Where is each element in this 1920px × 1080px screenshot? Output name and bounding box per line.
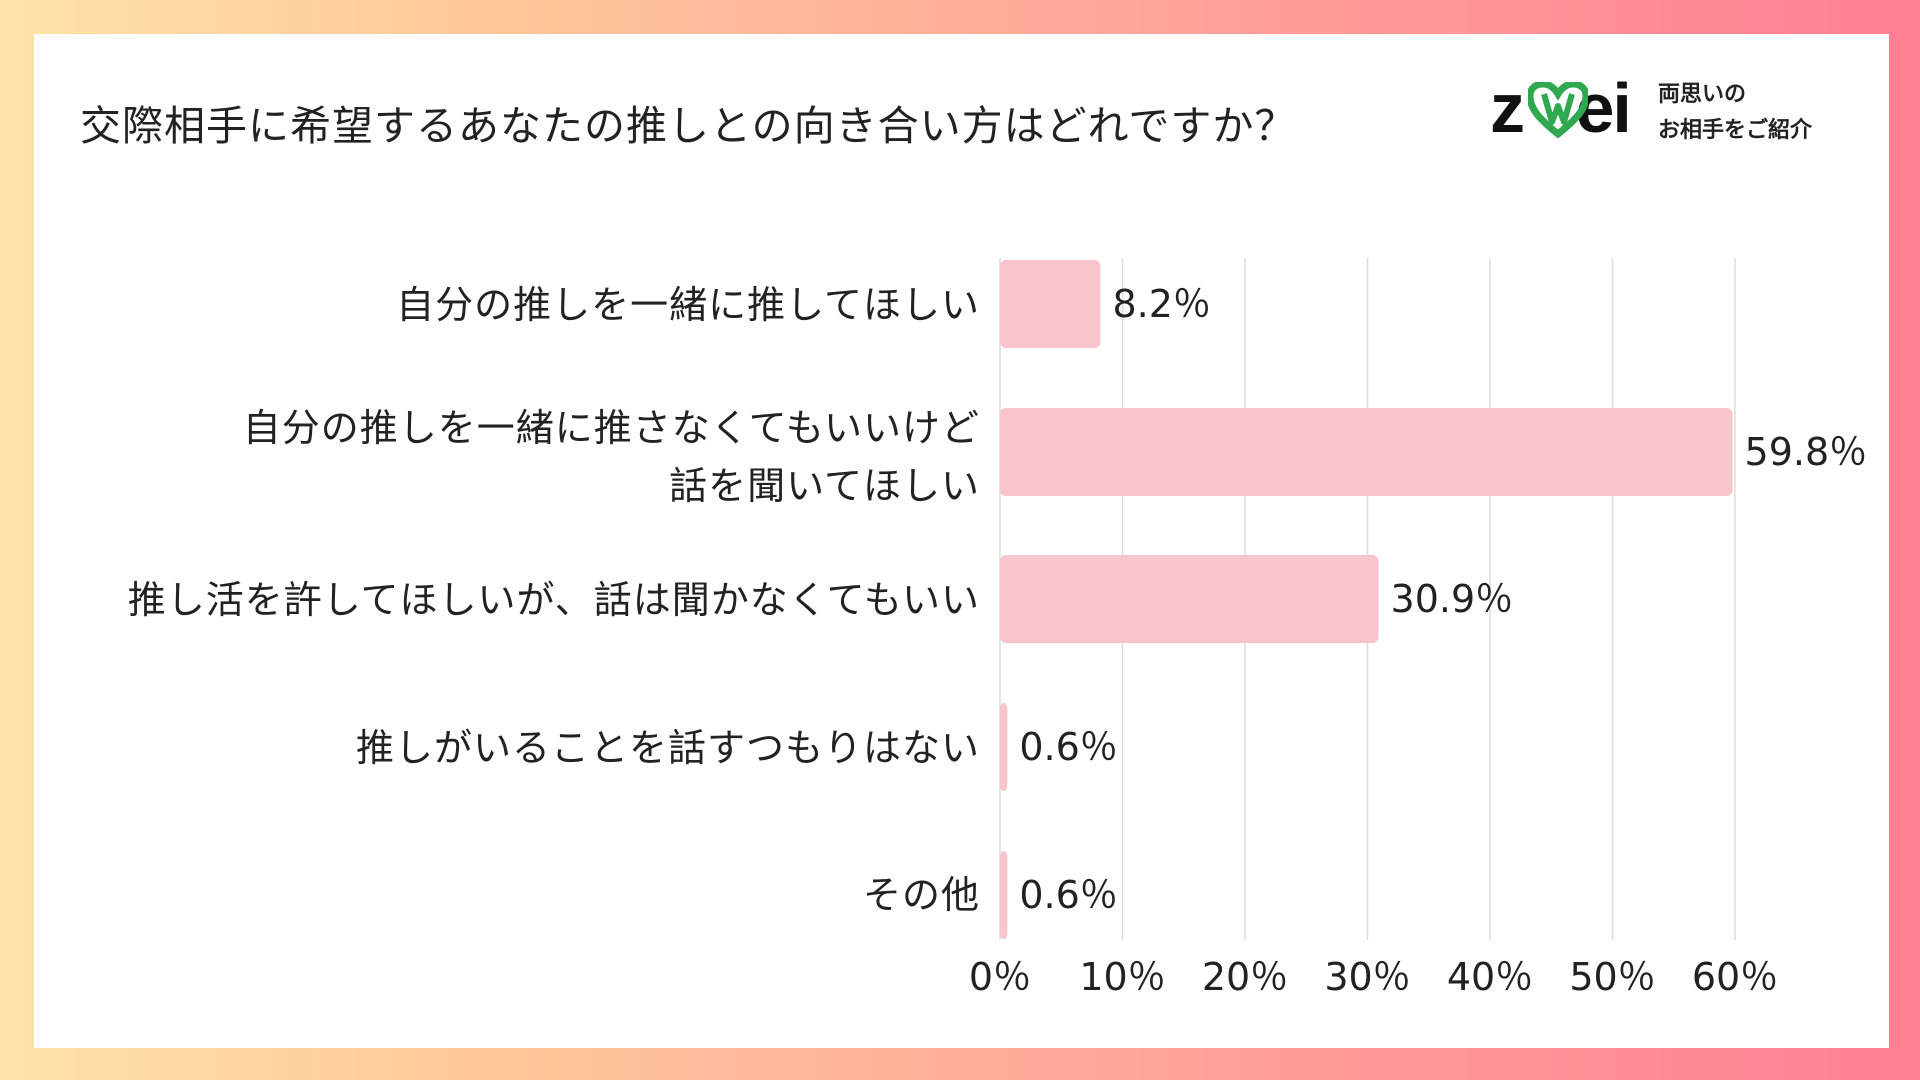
logo-z: z: [1490, 69, 1525, 147]
category-label-2-line2: 話を聞いてほしい: [669, 464, 980, 508]
x-tick-label-60: 60％: [1692, 955, 1778, 999]
bar-5: [1000, 851, 1008, 939]
logo-tagline-line2: お相手をご紹介: [1658, 117, 1813, 143]
bar-value-label-4: 0.6％: [1019, 725, 1117, 769]
category-label-1-line1: 自分の推しを一緒に推してほしい: [396, 283, 980, 327]
x-tick-label-50: 50％: [1569, 955, 1655, 999]
category-label-4: 推しがいることを話すつもりはない: [356, 719, 980, 777]
bar-value-label-3: 30.9％: [1391, 577, 1514, 621]
x-tick-label-20: 20％: [1202, 955, 1288, 999]
zwei-logo: zwei z 両思いの お相手をご紹介: [1490, 69, 1850, 156]
bar-value-label-2: 59.8％: [1745, 430, 1868, 474]
bar-1: [1000, 260, 1101, 348]
category-label-5-line1: その他: [862, 873, 980, 917]
x-tick-label-30: 30％: [1324, 955, 1410, 999]
bar-4: [1000, 703, 1008, 791]
category-label-4-line1: 推しがいることを話すつもりはない: [355, 726, 980, 770]
x-tick-label-10: 10％: [1079, 955, 1165, 999]
logo-tagline: 両思いの お相手をご紹介: [1658, 76, 1858, 148]
chart-card: [34, 34, 1889, 1048]
bar-2: [1000, 408, 1733, 496]
bar-value-label-1: 8.2％: [1112, 282, 1210, 326]
x-tick-label-0: 0％: [969, 955, 1031, 999]
category-label-5: その他: [863, 866, 980, 924]
bar-3: [1000, 555, 1379, 643]
category-label-2: 自分の推しを一緒に推さなくてもいいけど 話を聞いてほしい: [243, 399, 980, 515]
category-label-2-line1: 自分の推しを一緒に推さなくてもいいけど: [242, 406, 980, 450]
category-label-3-line1: 推し活を許してほしいが、話は聞かなくてもいい: [127, 578, 980, 622]
logo-tagline-line1: 両思いの: [1658, 81, 1747, 107]
category-label-3: 推し活を許してほしいが、話は聞かなくてもいい: [128, 571, 980, 629]
category-label-1: 自分の推しを一緒に推してほしい: [396, 276, 980, 334]
logo-heart-icon: [1528, 82, 1588, 138]
x-tick-label-40: 40％: [1447, 955, 1533, 999]
chart-title: 交際相手に希望するあなたの推しとの向き合い方はどれですか？: [80, 102, 1297, 150]
bar-value-label-5: 0.6％: [1019, 873, 1117, 917]
